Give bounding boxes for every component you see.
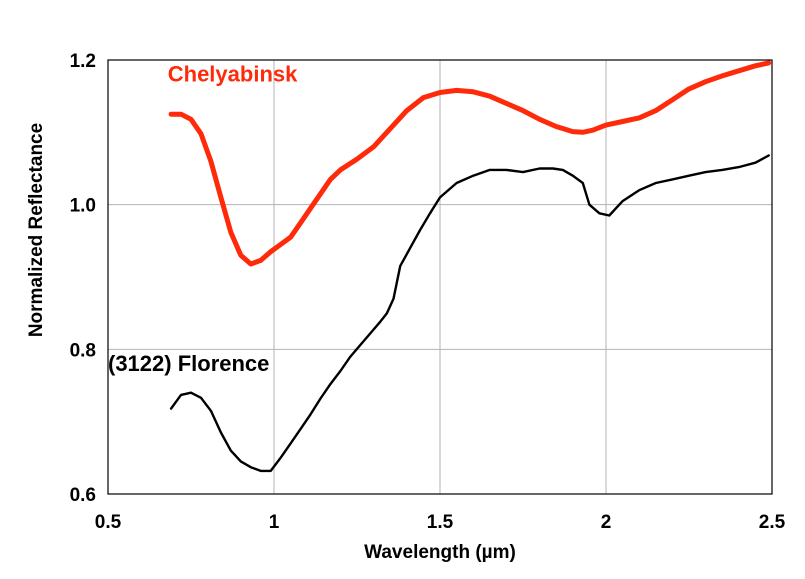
series-line-1 <box>169 154 770 473</box>
y-tick-label: 1.0 <box>70 196 96 217</box>
y-tick-label: 1.2 <box>70 51 96 72</box>
x-tick-label: 0.5 <box>95 512 122 533</box>
x-axis-title: Wavelength (µm) <box>364 542 516 563</box>
series-line-0 <box>168 60 772 267</box>
x-tick-label: 1 <box>269 512 280 533</box>
tick-labels: 0.5 1 1.5 2 2.5 0.6 0.8 1.0 1.2 <box>70 51 786 533</box>
y-tick-label: 0.8 <box>70 340 96 361</box>
grid <box>107 59 773 495</box>
y-tick-label: 0.6 <box>70 485 96 506</box>
x-tick-label: 2 <box>601 512 612 533</box>
y-axis-title: Normalized Reflectance <box>26 123 47 337</box>
x-tick-label: 1.5 <box>427 512 454 533</box>
plot-frame <box>107 59 773 495</box>
series-label-1: (3122) Florence <box>108 351 269 376</box>
series-layer <box>168 60 772 473</box>
series-label-0: Chelyabinsk <box>168 62 298 87</box>
x-tick-label: 2.5 <box>759 512 786 533</box>
series-labels: Chelyabinsk (3122) Florence <box>108 62 298 376</box>
